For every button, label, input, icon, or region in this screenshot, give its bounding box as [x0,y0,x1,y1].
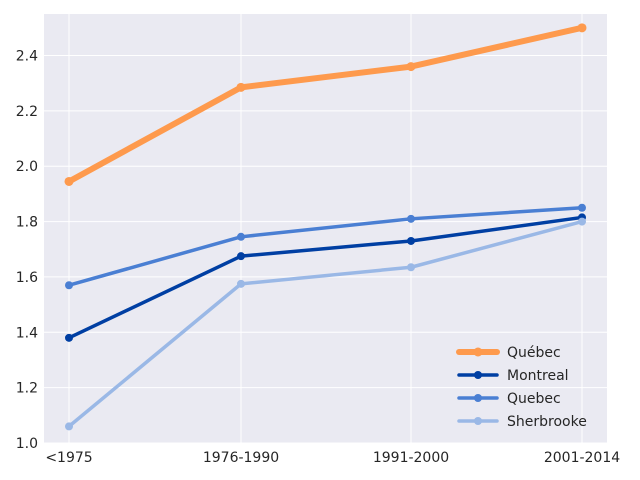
x-tick-label: 1991-2000 [373,450,449,466]
data-point [578,217,586,226]
y-tick-label: 1.6 [16,270,38,286]
data-point [65,422,73,431]
series-line [67,219,584,429]
legend-item: Montreal [457,368,569,384]
y-tick-label: 1.2 [16,381,38,397]
data-point [64,176,74,186]
y-tick-label: 2.4 [16,49,38,65]
data-point [407,236,415,245]
series-2 [65,203,586,290]
data-point [578,203,586,212]
data-point [407,263,415,272]
legend-item: Québec [456,345,561,361]
legend: Québec Montreal Quebec Sherbrooke [456,345,587,430]
y-tick-label: 1.0 [16,436,38,452]
data-point [407,214,415,223]
y-tick-label: 2.2 [16,104,38,120]
x-axis: <1975 1976-1990 1991-2000 2001-2014 [45,450,620,466]
data-point [577,23,587,33]
series-line [67,215,584,340]
legend-item: Quebec [457,391,561,407]
y-axis: 1.0 1.2 1.4 1.6 1.8 2.0 2.2 2.4 [16,49,38,452]
legend-label: Québec [507,345,561,361]
legend-label: Montreal [507,368,569,384]
series-line [67,205,584,287]
series-0 [64,23,587,186]
y-tick-label: 2.0 [16,159,38,175]
grid [44,14,607,444]
legend-label: Sherbrooke [507,414,587,430]
series-3 [65,217,586,431]
legend-marker [474,371,482,379]
data-point [237,279,245,288]
x-tick-label: <1975 [45,450,92,466]
data-point [65,333,73,342]
series-line [66,24,585,185]
data-point [237,252,245,261]
legend-item: Sherbrooke [457,414,587,430]
y-tick-label: 1.8 [16,215,38,231]
series-lines [64,23,587,431]
legend-marker [474,394,482,402]
legend-marker [473,347,483,357]
legend-marker [474,417,482,425]
x-tick-label: 1976-1990 [203,450,279,466]
legend-label: Quebec [507,391,561,407]
data-point [406,62,416,72]
data-point [237,232,245,241]
y-tick-label: 1.4 [16,325,38,341]
x-tick-label: 2001-2014 [544,450,620,466]
data-point [236,82,246,92]
data-point [65,281,73,290]
series-1 [65,213,586,342]
